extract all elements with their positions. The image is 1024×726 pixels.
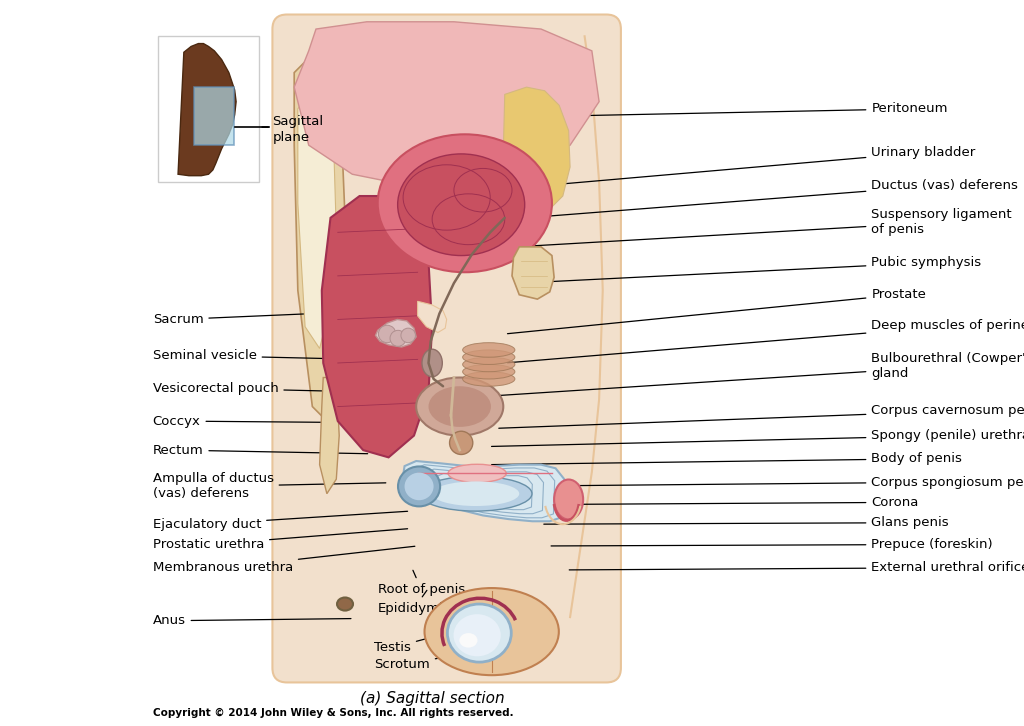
Text: Copyright © 2014 John Wiley & Sons, Inc. All rights reserved.: Copyright © 2014 John Wiley & Sons, Inc.… bbox=[153, 708, 513, 718]
Text: Urinary bladder: Urinary bladder bbox=[551, 146, 976, 185]
Text: Membranous urethra: Membranous urethra bbox=[153, 546, 415, 574]
Text: Epididymis: Epididymis bbox=[378, 590, 451, 615]
Text: Peritoneum: Peritoneum bbox=[558, 102, 948, 116]
Ellipse shape bbox=[416, 378, 503, 436]
Polygon shape bbox=[403, 461, 564, 521]
Polygon shape bbox=[319, 378, 339, 494]
Ellipse shape bbox=[432, 481, 519, 506]
Ellipse shape bbox=[398, 466, 440, 507]
Circle shape bbox=[379, 325, 396, 343]
Ellipse shape bbox=[425, 588, 559, 675]
Ellipse shape bbox=[404, 473, 433, 500]
Ellipse shape bbox=[454, 614, 501, 656]
Ellipse shape bbox=[554, 479, 583, 520]
Ellipse shape bbox=[463, 364, 515, 379]
Polygon shape bbox=[503, 87, 570, 211]
Polygon shape bbox=[294, 51, 345, 421]
Polygon shape bbox=[178, 44, 237, 176]
Ellipse shape bbox=[463, 350, 515, 364]
Text: Testis: Testis bbox=[374, 636, 436, 654]
Ellipse shape bbox=[460, 633, 477, 648]
Text: Prostatic urethra: Prostatic urethra bbox=[153, 529, 408, 551]
Text: Rectum: Rectum bbox=[153, 444, 368, 457]
Text: Deep muscles of perineum: Deep muscles of perineum bbox=[508, 319, 1024, 363]
Text: Root of penis: Root of penis bbox=[378, 571, 465, 596]
Text: Sacrum: Sacrum bbox=[153, 312, 342, 326]
Text: Scrotum: Scrotum bbox=[374, 657, 447, 671]
Ellipse shape bbox=[463, 343, 515, 357]
Polygon shape bbox=[376, 319, 416, 347]
Text: Corpus cavernosum penis: Corpus cavernosum penis bbox=[499, 404, 1024, 428]
Text: Seminal vesicle: Seminal vesicle bbox=[153, 349, 360, 362]
Text: Ejaculatory duct: Ejaculatory duct bbox=[153, 511, 408, 531]
Text: Pubic symphysis: Pubic symphysis bbox=[522, 256, 981, 283]
Text: Coccyx: Coccyx bbox=[153, 415, 349, 428]
Text: Spongy (penile) urethra: Spongy (penile) urethra bbox=[492, 429, 1024, 446]
Text: Corpus spongiosum penis: Corpus spongiosum penis bbox=[489, 476, 1024, 489]
Ellipse shape bbox=[457, 468, 497, 479]
Text: Prepuce (foreskin): Prepuce (foreskin) bbox=[551, 538, 993, 551]
Circle shape bbox=[450, 431, 473, 454]
Text: Glans penis: Glans penis bbox=[544, 516, 949, 529]
Text: Prostate: Prostate bbox=[508, 288, 927, 334]
Text: External urethral orifice: External urethral orifice bbox=[569, 561, 1024, 574]
Ellipse shape bbox=[422, 349, 442, 377]
FancyBboxPatch shape bbox=[272, 15, 621, 682]
Polygon shape bbox=[298, 87, 336, 348]
Ellipse shape bbox=[397, 154, 524, 256]
Ellipse shape bbox=[337, 597, 353, 611]
Polygon shape bbox=[324, 465, 526, 581]
Text: Anus: Anus bbox=[153, 614, 351, 627]
Text: Suspensory ligament
of penis: Suspensory ligament of penis bbox=[518, 208, 1012, 247]
Ellipse shape bbox=[463, 357, 515, 372]
Polygon shape bbox=[322, 196, 432, 457]
Ellipse shape bbox=[420, 476, 531, 511]
Text: Vesicorectal pouch: Vesicorectal pouch bbox=[153, 382, 368, 395]
Ellipse shape bbox=[447, 604, 511, 662]
Polygon shape bbox=[512, 247, 554, 299]
Text: Ductus (vas) deferens: Ductus (vas) deferens bbox=[529, 179, 1018, 218]
FancyBboxPatch shape bbox=[194, 87, 233, 145]
Text: Bulbourethral (Cowper's)
gland: Bulbourethral (Cowper's) gland bbox=[499, 352, 1024, 396]
FancyBboxPatch shape bbox=[158, 36, 259, 182]
Text: Corona: Corona bbox=[537, 496, 919, 509]
Ellipse shape bbox=[378, 134, 552, 272]
Text: Sagittal
plane: Sagittal plane bbox=[272, 115, 324, 144]
Text: (a) Sagittal section: (a) Sagittal section bbox=[359, 691, 505, 706]
Ellipse shape bbox=[428, 386, 490, 427]
Polygon shape bbox=[418, 301, 446, 333]
Ellipse shape bbox=[449, 465, 506, 483]
Ellipse shape bbox=[463, 372, 515, 386]
Circle shape bbox=[401, 328, 416, 343]
Text: Ampulla of ductus
(vas) deferens: Ampulla of ductus (vas) deferens bbox=[153, 473, 386, 500]
Text: Body of penis: Body of penis bbox=[492, 452, 963, 465]
Polygon shape bbox=[294, 22, 599, 189]
Circle shape bbox=[390, 330, 406, 346]
